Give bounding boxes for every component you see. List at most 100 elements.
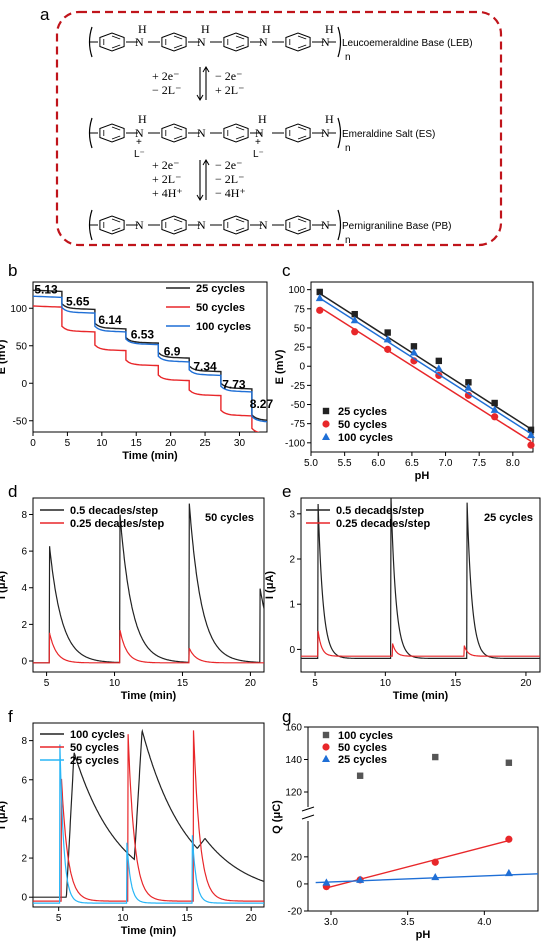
x-tick-label: 5 <box>56 913 62 924</box>
data-point <box>383 335 392 343</box>
x-axis-label: Time (min) <box>122 450 178 462</box>
legend-label: 100 cycles <box>338 730 393 742</box>
y-axis-label: E (mV) <box>274 349 286 384</box>
x-tick-label: 20 <box>246 913 258 924</box>
benzene-ring-bond <box>111 35 121 40</box>
atom-label: H <box>325 22 334 36</box>
y-tick-label: 50 <box>16 341 28 352</box>
benzene-ring <box>223 32 249 52</box>
data-point <box>431 872 440 881</box>
bracket-left <box>88 26 93 58</box>
benzene-ring-bond <box>235 44 245 49</box>
data-point <box>526 430 535 439</box>
benzene-ring-bond <box>235 135 245 140</box>
data-point <box>432 753 439 761</box>
x-tick-label: 5.5 <box>338 458 352 469</box>
benzene-ring-bond <box>235 35 245 40</box>
x-tick-label: 15 <box>131 438 143 449</box>
panel-label-f: f <box>8 707 13 726</box>
legend-label: 50 cycles <box>70 742 119 754</box>
x-tick-label: 20 <box>165 438 177 449</box>
chart-panel-d: 5 10 15 20 0 2 4 6 8 Time (min) I (μA) d 0.5 decades… <box>0 482 265 702</box>
data-point <box>491 413 499 421</box>
data-point <box>315 293 324 302</box>
x-tick-label: 6.0 <box>371 458 385 469</box>
arrow-head <box>196 94 204 101</box>
legend-marker <box>322 731 330 739</box>
x-tick-label: 5 <box>44 678 50 689</box>
y-tick-label: 75 <box>294 304 306 315</box>
plot-frame <box>310 281 534 453</box>
bracket-right <box>337 26 342 58</box>
step-ph-label: 6.14 <box>98 313 122 327</box>
atom-label: N <box>255 126 264 140</box>
plot-frame <box>300 497 541 673</box>
arrow-head <box>202 159 210 166</box>
benzene-ring <box>99 123 125 143</box>
data-point <box>350 316 359 324</box>
x-tick-label: 20 <box>245 678 257 689</box>
panel-label-g: g <box>282 707 291 726</box>
y-tick-label: 3 <box>289 509 295 520</box>
legend-label: 100 cycles <box>338 432 393 444</box>
legend-marker <box>322 420 330 428</box>
y-tick-label: 6 <box>21 547 27 558</box>
plot-frame <box>32 497 265 673</box>
data-point <box>505 759 513 766</box>
y-tick-label: 100 <box>10 304 27 315</box>
chart-panel-g: g 120 140 160 -20 0 20 3.0 3.5 4.0 pH Q (μC) 100 cyc… <box>271 707 539 941</box>
benzene-ring <box>161 32 187 52</box>
y-tick-label: 160 <box>285 723 302 734</box>
y-tick-label: -20 <box>288 907 303 918</box>
data-point <box>464 383 473 391</box>
data-point <box>316 288 323 296</box>
legend-label: 50 cycles <box>338 742 387 754</box>
y-tick-label: 20 <box>291 852 303 863</box>
benzene-ring-bond <box>173 227 183 232</box>
panel-label-b: b <box>8 261 17 280</box>
legend-label: 100 cycles <box>196 321 251 333</box>
y-tick-label: 0 <box>21 893 27 904</box>
legend-label: 0.25 decades/step <box>70 518 164 530</box>
y-tick-label: -50 <box>291 400 306 411</box>
y-axis-label: Q (μC) <box>271 800 283 834</box>
reaction-1: + 2e⁻− 2L⁻ − 2e⁻+ 2L⁻ <box>152 66 244 101</box>
x-tick-label: 15 <box>450 678 462 689</box>
atom-label: N <box>197 35 206 49</box>
x-tick-label: 10 <box>380 678 392 689</box>
data-point <box>356 772 364 779</box>
step-ph-label: 7.73 <box>222 378 246 392</box>
reaction-right-term: + 2L⁻ <box>215 83 244 97</box>
series-line <box>33 305 260 432</box>
y-tick-label: 100 <box>288 285 305 296</box>
chart-panel-e: 5 10 15 20 0 1 2 3 Time (min) I (μA) e 0.5 decades/… <box>264 482 541 702</box>
benzene-ring-bond <box>235 227 245 232</box>
x-tick-label: 6.5 <box>405 458 419 469</box>
atom-label: H <box>138 112 147 126</box>
atom-label: N <box>135 218 144 232</box>
x-axis-label: Time (min) <box>121 925 177 937</box>
data-point <box>490 405 499 413</box>
step-ph-label: 8.27 <box>250 397 274 411</box>
panel-annotation: 50 cycles <box>205 512 254 524</box>
x-tick-label: 25 <box>199 438 211 449</box>
reaction-left-term: + 2L⁻ <box>152 172 181 186</box>
x-tick-label: 3.5 <box>401 917 415 928</box>
charge-plus: + <box>255 137 261 148</box>
atom-label: N <box>197 218 206 232</box>
y-tick-label: -75 <box>291 419 306 430</box>
reaction-right-term: − 2L⁻ <box>215 172 244 186</box>
series-line <box>33 744 264 904</box>
y-tick-label: -50 <box>13 416 28 427</box>
atom-label: H <box>258 112 267 126</box>
legend-marker <box>322 407 330 415</box>
x-tick-label: 8.0 <box>506 458 520 469</box>
subscript-n: n <box>345 52 351 63</box>
chart-panel-f: 5 10 15 20 0 2 4 6 8 Time (min) I (μA) f 100 cycles5… <box>0 707 265 937</box>
data-point <box>465 379 472 386</box>
benzene-ring-bond <box>173 44 183 49</box>
bracket-right <box>337 117 342 149</box>
legend-marker <box>322 754 330 762</box>
